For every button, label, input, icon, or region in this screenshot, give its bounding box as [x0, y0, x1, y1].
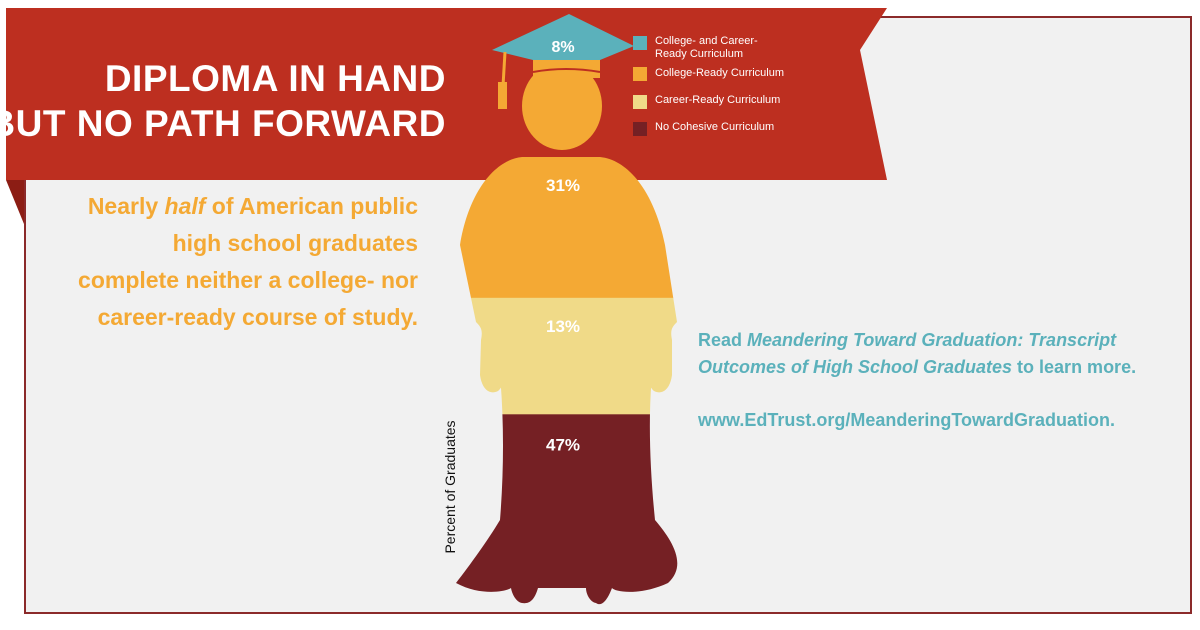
read-more-read: Read	[698, 330, 748, 350]
cap-band-line	[532, 68, 601, 73]
report-title-part-1: Meandering Toward Graduation: Transcript	[747, 330, 1117, 350]
report-title-part-2: Outcomes of High School Graduates	[698, 357, 1013, 377]
legend-swatch-teal	[633, 36, 647, 50]
value-label: 31%	[546, 176, 580, 195]
lede-emphasis: half	[164, 193, 206, 219]
report-link[interactable]: www.EdTrust.org/MeanderingTowardGraduati…	[698, 410, 1115, 431]
legend-label: Career-Ready Curriculum	[655, 94, 781, 106]
lede-line-2: high school graduates	[172, 230, 418, 256]
report-url[interactable]: www.EdTrust.org/MeanderingTowardGraduati…	[698, 410, 1111, 430]
read-more-line-1: Read Meandering Toward Graduation: Trans…	[698, 327, 1136, 354]
cap-tassel-cord	[501, 51, 507, 87]
read-more-text: Read Meandering Toward Graduation: Trans…	[698, 327, 1136, 381]
legend-swatch-orange	[633, 67, 647, 81]
banner-fold	[6, 180, 24, 224]
body-bands	[456, 157, 678, 605]
headline-line-2: BUT NO PATH FORWARD	[0, 103, 446, 144]
headline: DIPLOMA IN HAND BUT NO PATH FORWARD	[0, 56, 446, 146]
lede-line-3: complete neither a college- nor	[78, 267, 418, 293]
graduate-head	[522, 62, 602, 150]
lede-line-1: Nearly half of American public	[78, 188, 418, 225]
lede-line-4: career-ready course of study.	[97, 304, 418, 330]
lede-part-2: of American public	[205, 193, 418, 219]
url-period: .	[1110, 410, 1116, 430]
legend-swatch-maroon	[633, 122, 647, 136]
value-label: 8%	[551, 39, 574, 56]
banner-ribbon	[6, 8, 887, 180]
read-more-line-2: Outcomes of High School Graduates to lea…	[698, 354, 1136, 381]
y-axis-label: Percent of Graduates	[442, 420, 458, 554]
value-label: 13%	[546, 317, 580, 336]
value-labels: 31% 13% 47% 8%	[546, 39, 580, 454]
cap-board	[492, 14, 634, 60]
lede-part-1: Nearly	[87, 193, 165, 219]
legend-label: College- and Career-Ready Curriculum	[655, 35, 758, 60]
band-2	[456, 297, 678, 415]
lede-text: Nearly half of American public high scho…	[78, 188, 418, 336]
legend-label: College-Ready Curriculum	[655, 67, 784, 79]
read-more-tail: to learn more.	[1012, 357, 1137, 377]
value-label: 47%	[546, 435, 580, 454]
headline-line-1: DIPLOMA IN HAND	[104, 58, 446, 99]
legend-label: No Cohesive Curriculum	[655, 121, 775, 133]
legend-swatch-yellow	[633, 95, 647, 109]
cap-tassel	[498, 82, 507, 109]
